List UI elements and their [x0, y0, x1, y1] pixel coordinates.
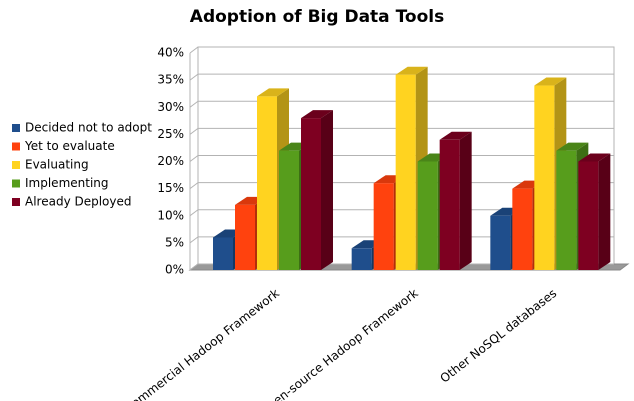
bar-top [439, 131, 472, 140]
bar [257, 96, 277, 271]
bar-top [395, 66, 428, 75]
chart-title: Adoption of Big Data Tools [190, 7, 444, 27]
x-tick-label: Other NoSQL databases [438, 286, 560, 385]
bar [373, 183, 394, 270]
bar [279, 150, 299, 270]
bar-top [556, 142, 589, 151]
grid-line-side [189, 100, 199, 108]
y-tick-label: 0% [165, 263, 184, 277]
legend-label: Already Deployed [25, 195, 132, 209]
bar [439, 139, 460, 270]
legend-label: Implementing [25, 176, 109, 190]
x-tick-label: Open-source Hadoop Framework [257, 286, 421, 401]
grid-line-side [189, 209, 199, 217]
y-tick-label: 40% [157, 46, 184, 60]
y-tick-label: 20% [157, 154, 184, 168]
bar-top [534, 77, 567, 86]
y-tick-label: 30% [157, 100, 184, 114]
legend-label: Yet to evaluate [24, 139, 115, 153]
bar [213, 237, 233, 270]
bar-top [578, 153, 611, 162]
bar [534, 85, 555, 270]
legend-swatch [12, 179, 20, 188]
grid-line-side [189, 182, 199, 190]
grid-line-side [189, 263, 199, 271]
bar [351, 248, 372, 270]
legend-label: Evaluating [25, 158, 89, 172]
bar [512, 188, 533, 270]
grid-line-side [189, 236, 199, 244]
bar-top [301, 110, 333, 119]
x-tick-label: Commercial Hadoop Framework [122, 286, 282, 401]
legend-swatch [12, 161, 20, 169]
legend-swatch [12, 142, 20, 151]
y-tick-label: 10% [157, 208, 184, 222]
bar [490, 215, 511, 270]
bar [578, 161, 599, 270]
bar-side [459, 131, 472, 270]
bar-side [321, 110, 333, 270]
legend-label: Decided not to adopt [25, 121, 152, 135]
bar-top [257, 88, 289, 97]
bar [556, 150, 577, 270]
bar-side [598, 153, 611, 270]
y-tick-label: 5% [165, 235, 184, 249]
grid-line-side [189, 73, 199, 81]
legend-swatch [12, 198, 20, 206]
grid-line-side [189, 155, 199, 162]
grid-line-side [189, 46, 199, 54]
legend-swatch [12, 124, 20, 132]
y-tick-label: 25% [157, 127, 184, 141]
bar [235, 204, 255, 270]
y-tick-label: 35% [157, 73, 184, 87]
grid-line-side [189, 127, 199, 135]
bar [395, 74, 416, 270]
bar [301, 118, 321, 270]
y-tick-label: 15% [157, 181, 184, 195]
bar [417, 161, 438, 270]
